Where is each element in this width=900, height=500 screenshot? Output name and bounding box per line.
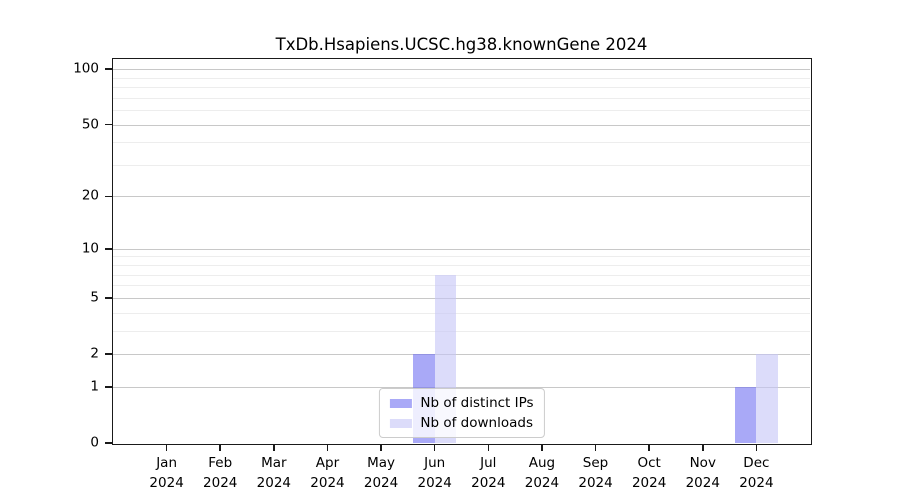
minor-gridline (113, 77, 810, 79)
minor-gridline (113, 164, 810, 166)
minor-gridline (113, 265, 810, 267)
chart-title: TxDb.Hsapiens.UCSC.hg38.knownGene 2024 (275, 35, 648, 54)
major-gridline (113, 297, 810, 299)
minor-gridline (113, 312, 810, 314)
y-axis-tick (105, 297, 112, 299)
x-tick-month: Jan (156, 455, 178, 471)
x-axis-tick-label: Jul 2024 (471, 453, 505, 494)
legend: Nb of distinct IPs Nb of downloads (378, 388, 545, 438)
x-axis-tick-label: Oct 2024 (632, 453, 666, 494)
y-axis-tick-label: 100 (73, 60, 99, 77)
legend-swatch-distinct-ips (389, 398, 412, 408)
minor-gridline (113, 87, 810, 89)
bar-distinct-ips-dec (734, 386, 757, 443)
minor-gridline (113, 330, 810, 332)
x-tick-year: 2024 (363, 475, 399, 492)
x-tick-year: 2024 (310, 475, 345, 492)
x-tick-year: 2024 (417, 475, 452, 492)
x-axis-tick-label: May 2024 (364, 453, 398, 494)
x-tick-month: Feb (208, 455, 233, 471)
x-axis-tick (594, 444, 597, 451)
y-axis-tick (105, 248, 112, 250)
minor-gridline (113, 256, 810, 258)
x-tick-month: May (367, 455, 396, 471)
legend-item-downloads: Nb of downloads (389, 415, 533, 431)
x-axis-tick-label: Mar 2024 (257, 453, 291, 494)
x-axis-tick-label: Sep 2024 (578, 453, 612, 494)
x-axis-tick-label: Nov 2024 (686, 453, 720, 494)
y-axis-tick-label: 0 (90, 434, 99, 451)
x-tick-year: 2024 (256, 475, 292, 492)
x-axis-tick (433, 444, 436, 451)
x-axis-tick (702, 444, 704, 451)
x-axis-tick (487, 444, 490, 451)
y-axis-tick-label: 5 (90, 289, 99, 306)
x-axis-tick (326, 444, 329, 451)
x-tick-month: Jun (424, 455, 446, 471)
x-axis-tick-label: Dec 2024 (739, 453, 773, 494)
major-gridline (113, 69, 810, 71)
minor-gridline (113, 97, 810, 99)
minor-gridline (113, 285, 810, 287)
y-axis-tick (105, 386, 112, 388)
y-axis-tick (105, 123, 112, 126)
minor-gridline (113, 274, 810, 276)
y-axis-tick-label: 50 (81, 115, 99, 132)
x-tick-month: Aug (528, 455, 556, 471)
y-axis-tick-label: 20 (81, 187, 99, 204)
y-axis-tick-label: 1 (90, 378, 99, 395)
legend-label-downloads: Nb of downloads (420, 415, 533, 431)
legend-item-distinct-ips: Nb of distinct IPs (389, 395, 534, 411)
major-gridline (113, 354, 810, 355)
plot-area: Nb of distinct IPs Nb of downloads 0 1 2 5 1… (73, 57, 812, 491)
x-tick-year: 2024 (685, 475, 720, 492)
x-tick-month: Sep (582, 455, 609, 471)
x-tick-year: 2024 (631, 475, 667, 492)
x-axis-tick-label: Jun 2024 (418, 453, 452, 494)
major-gridline (113, 124, 810, 126)
y-axis-tick (105, 353, 112, 355)
x-tick-year: 2024 (524, 475, 560, 492)
x-axis-tick-label: Feb 2024 (203, 453, 237, 494)
x-axis-tick (165, 444, 168, 451)
x-axis-tick (380, 444, 382, 451)
y-axis-tick (105, 195, 112, 198)
x-tick-month: Dec (743, 455, 770, 471)
x-axis-tick (541, 444, 543, 451)
x-tick-month: Nov (689, 455, 716, 471)
y-axis-tick-label: 10 (81, 240, 99, 256)
y-axis-tick-label: 2 (90, 345, 99, 362)
x-tick-year: 2024 (471, 475, 506, 492)
y-axis-tick (105, 68, 112, 70)
legend-swatch-downloads (389, 418, 412, 428)
x-axis-tick-label: Aug 2024 (525, 453, 559, 494)
x-tick-month: Oct (637, 455, 661, 471)
minor-gridline (113, 142, 810, 144)
x-tick-year: 2024 (739, 475, 774, 492)
x-tick-year: 2024 (203, 475, 238, 492)
major-gridline (113, 248, 810, 250)
x-axis-tick (219, 444, 221, 451)
bar-downloads-dec (756, 354, 778, 443)
x-tick-month: Jul (480, 455, 497, 471)
major-gridline (113, 196, 810, 198)
x-axis-tick (648, 444, 650, 451)
x-axis-tick (755, 444, 758, 451)
minor-gridline (113, 110, 810, 111)
x-tick-year: 2024 (578, 475, 613, 492)
x-tick-month: Apr (315, 455, 340, 471)
x-axis-tick (273, 444, 275, 451)
x-axis-tick-label: Apr 2024 (310, 453, 344, 494)
major-gridline (113, 386, 810, 388)
x-tick-year: 2024 (149, 475, 184, 492)
x-tick-month: Mar (261, 455, 287, 471)
y-axis-tick (105, 442, 112, 444)
x-axis-tick-label: Jan 2024 (149, 453, 183, 494)
legend-label-distinct-ips: Nb of distinct IPs (420, 395, 534, 411)
